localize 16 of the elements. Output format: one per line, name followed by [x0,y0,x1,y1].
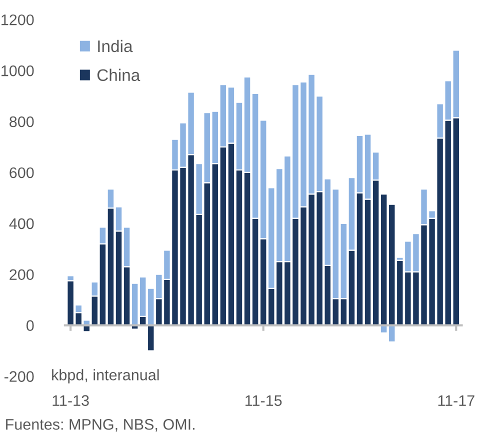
y-tick-label: 1200 [2,14,34,26]
y-tick-label: 600 [10,167,34,178]
legend-label: India [98,40,133,52]
source-note: Fuentes: MPNG, NBS, OMI. [6,418,194,432]
y-tick-label: 800 [10,116,34,128]
y-axis-title: kbpd, interanual [52,369,159,384]
y-tick-label: 1000 [2,65,34,76]
y-tick-label: 200 [10,269,34,280]
x-tick-label: 11-13 [52,395,89,406]
y-tick-label: 400 [9,218,34,230]
y-tick-label: -200 [4,371,34,382]
bar [146,324,155,352]
x-tick-label: 11-17 [438,395,474,406]
y-tick-label: 0 [26,320,34,332]
legend-label: China [97,68,140,82]
x-tick-label: 11-15 [246,395,282,406]
